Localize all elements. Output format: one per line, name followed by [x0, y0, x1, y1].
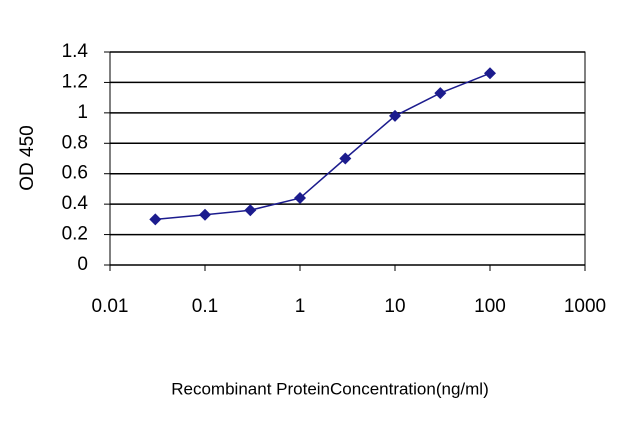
y-tick-label: 0.2	[62, 224, 88, 245]
data-point	[434, 87, 447, 100]
x-tick-label: 100	[474, 296, 506, 317]
data-line	[155, 72, 491, 221]
y-tick-label: 1.4	[62, 41, 89, 62]
data-point	[484, 67, 496, 80]
x-tick-label: 1	[295, 296, 306, 317]
x-tick-label: 10	[384, 296, 405, 317]
x-axis-title: Recombinant ProteinConcentration(ng/ml)	[171, 379, 489, 398]
data-point	[244, 204, 257, 217]
data-point	[389, 109, 401, 122]
y-tick-label: 1	[77, 102, 88, 123]
data-point	[149, 213, 162, 226]
y-tick-label: 0.6	[62, 163, 88, 184]
y-tick-label: 1.2	[62, 71, 88, 92]
data-point	[339, 152, 352, 165]
data-point	[294, 192, 306, 205]
y-tick-label: 0	[77, 254, 88, 275]
y-tick-label: 0.8	[62, 132, 88, 153]
y-axis-title: OD 450	[17, 125, 38, 190]
x-tick-label: 1000	[564, 296, 606, 317]
x-tick-label: 0.1	[192, 296, 218, 317]
data-point	[199, 208, 211, 221]
y-tick-label: 0.4	[62, 193, 89, 214]
x-tick-label: 0.01	[92, 296, 129, 317]
